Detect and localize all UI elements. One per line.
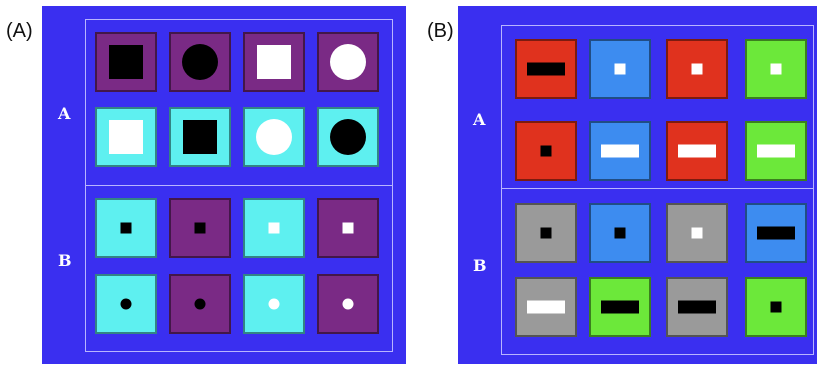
panel-b-tile	[666, 39, 728, 99]
panel-a-tile	[169, 32, 231, 92]
panel-a-tile	[169, 198, 231, 258]
panel-b-bar-shape	[678, 144, 716, 158]
panel-b-tile	[589, 277, 651, 337]
panel-b-tile	[589, 121, 651, 181]
panel-b-tile	[515, 121, 577, 181]
panel-b-bar-shape	[757, 144, 795, 158]
panel-a-tile	[317, 107, 379, 167]
panel-a: A B	[42, 6, 406, 364]
panel-b-square-sm-shape	[540, 145, 552, 157]
panel-b-square-sm-shape	[614, 63, 626, 75]
panel-a-square-lg-shape	[257, 45, 291, 79]
panel-a-square-sm-shape	[120, 222, 132, 234]
panel-b-bar-shape	[527, 300, 565, 314]
panel-a-circle-lg-shape	[182, 44, 218, 80]
panel-a-circle-sm-shape	[120, 298, 132, 310]
panel-b-square-sm-shape	[691, 63, 703, 75]
panel-a-circle-lg-shape	[330, 44, 366, 80]
panel-b-tile	[745, 121, 807, 181]
panel-a-tile	[317, 274, 379, 334]
panel-b-row-label-b: B	[473, 256, 487, 275]
panel-a-tile	[317, 32, 379, 92]
panel-a-circle-sm-shape	[268, 298, 280, 310]
panel-b-square-sm-shape	[770, 63, 782, 75]
panel-b-tile	[666, 203, 728, 263]
panel-a-tile	[95, 274, 157, 334]
panel-a-label: (A)	[6, 20, 33, 42]
panel-b-tile	[589, 39, 651, 99]
panel-a-tile	[95, 32, 157, 92]
panel-b-bar-shape	[757, 226, 795, 240]
panel-b-tile	[515, 39, 577, 99]
panel-a-tile	[243, 107, 305, 167]
panel-a-tile	[95, 198, 157, 258]
panel-a-square-lg-shape	[109, 45, 143, 79]
panel-a-square-lg-shape	[183, 120, 217, 154]
panel-b-bar-shape	[678, 300, 716, 314]
panel-b-tile	[589, 203, 651, 263]
panel-a-tile	[243, 274, 305, 334]
panel-a-circle-lg-shape	[256, 119, 292, 155]
panel-a-circle-sm-shape	[194, 298, 206, 310]
panel-b-divider	[501, 188, 814, 189]
panel-b-row-label-a: A	[473, 110, 486, 129]
panel-b-tile	[745, 39, 807, 99]
panel-a-tile	[243, 32, 305, 92]
panel-a-divider	[85, 185, 393, 186]
panel-a-square-lg-shape	[109, 120, 143, 154]
panel-b-bar-shape	[601, 300, 639, 314]
panel-a-circle-sm-shape	[342, 298, 354, 310]
panel-a-square-sm-shape	[342, 222, 354, 234]
panel-b-frame	[501, 25, 814, 355]
panel-b-tile	[515, 203, 577, 263]
panel-b-square-sm-shape	[770, 301, 782, 313]
panel-a-tile	[317, 198, 379, 258]
panel-b-tile	[515, 277, 577, 337]
panel-b-tile	[745, 203, 807, 263]
panel-b: A B	[458, 6, 817, 364]
panel-b-tile	[745, 277, 807, 337]
panel-a-square-sm-shape	[268, 222, 280, 234]
panel-a-square-sm-shape	[194, 222, 206, 234]
panel-a-tile	[243, 198, 305, 258]
panel-b-bar-shape	[527, 62, 565, 76]
panel-b-tile	[666, 277, 728, 337]
panel-a-circle-lg-shape	[330, 119, 366, 155]
panel-b-label: (B)	[427, 20, 454, 42]
panel-b-tile	[666, 121, 728, 181]
panel-a-tile	[169, 274, 231, 334]
panel-b-bar-shape	[601, 144, 639, 158]
panel-a-tile	[95, 107, 157, 167]
panel-b-square-sm-shape	[691, 227, 703, 239]
panel-b-square-sm-shape	[614, 227, 626, 239]
panel-a-row-label-a: A	[58, 104, 71, 123]
panel-b-square-sm-shape	[540, 227, 552, 239]
panel-a-tile	[169, 107, 231, 167]
panel-a-row-label-b: B	[58, 251, 72, 270]
